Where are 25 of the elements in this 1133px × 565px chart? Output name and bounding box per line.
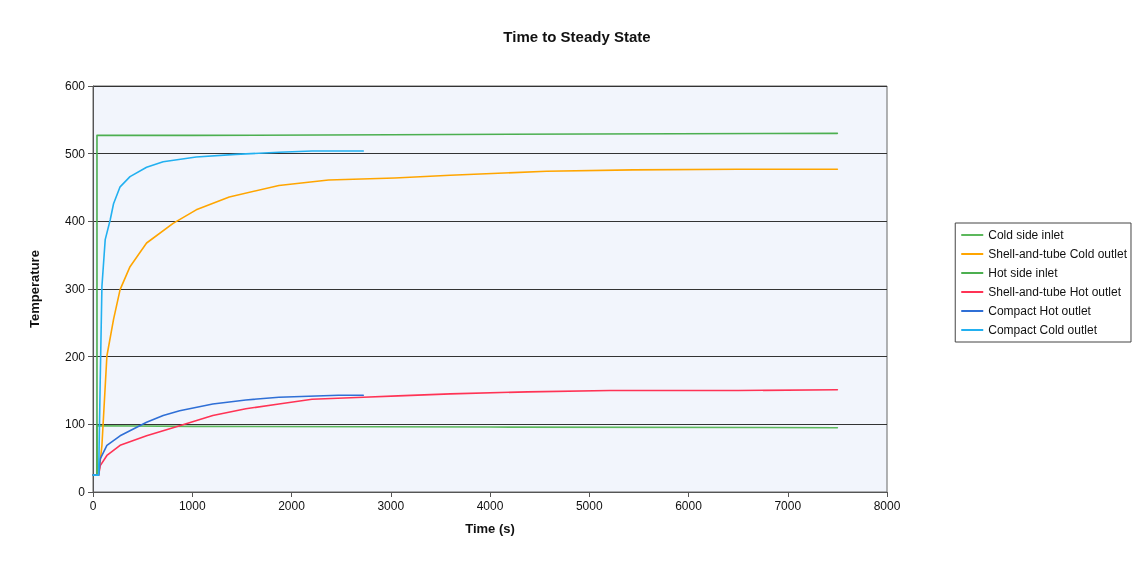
legend-label: Compact Hot outlet bbox=[988, 304, 1092, 318]
y-tick-label: 400 bbox=[64, 214, 86, 229]
legend-label: Shell-and-tube Hot outlet bbox=[988, 285, 1122, 299]
x-tick-label: 4000 bbox=[476, 499, 504, 513]
y-tick-label: 100 bbox=[64, 417, 86, 432]
x-tick-label: 1000 bbox=[178, 499, 206, 513]
y-axis-title: Temperature bbox=[27, 250, 42, 328]
legend-label: Shell-and-tube Cold outlet bbox=[988, 247, 1128, 261]
legend-label: Cold side inlet bbox=[988, 228, 1065, 242]
chart-title: Time to Steady State bbox=[503, 28, 651, 45]
x-tick-label: 8000 bbox=[873, 499, 901, 513]
legend-label: Compact Cold outlet bbox=[988, 323, 1098, 337]
x-tick-label: 6000 bbox=[675, 499, 703, 513]
x-tick-label: 7000 bbox=[774, 499, 802, 513]
y-tick-label: 200 bbox=[64, 349, 86, 364]
y-tick-label: 500 bbox=[64, 146, 86, 161]
x-tick-label: 2000 bbox=[278, 499, 306, 513]
x-axis-title: Time (s) bbox=[465, 521, 515, 536]
y-tick-label: 600 bbox=[64, 79, 86, 93]
x-tick-label: 3000 bbox=[377, 499, 405, 513]
y-tick-label: 300 bbox=[64, 282, 86, 296]
x-tick-label: 0 bbox=[89, 499, 97, 513]
y-tick-label: 0 bbox=[78, 485, 86, 499]
legend-label: Hot side inlet bbox=[988, 266, 1059, 280]
x-tick-label: 5000 bbox=[575, 499, 603, 513]
